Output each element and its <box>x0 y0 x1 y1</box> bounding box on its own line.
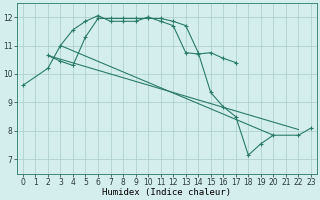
X-axis label: Humidex (Indice chaleur): Humidex (Indice chaleur) <box>102 188 231 197</box>
